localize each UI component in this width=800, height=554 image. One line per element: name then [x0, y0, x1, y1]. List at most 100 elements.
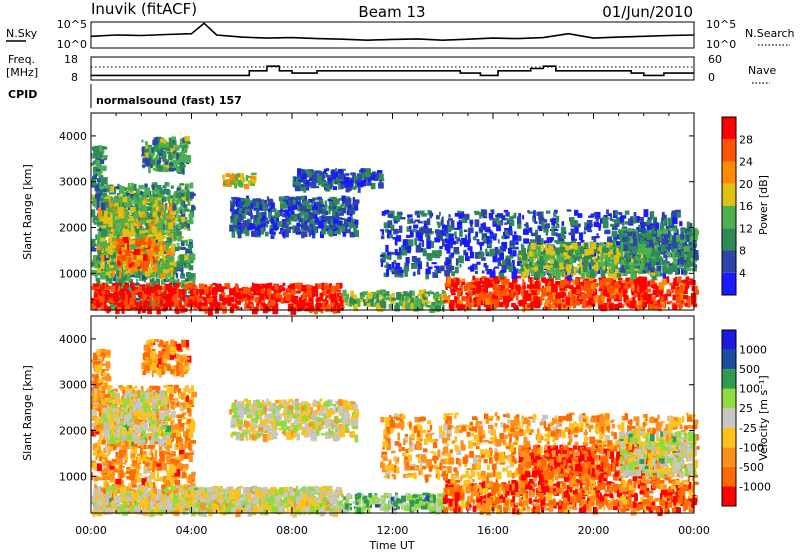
data-cell — [133, 248, 140, 255]
data-cell — [104, 195, 111, 204]
data-cell — [118, 279, 124, 286]
data-cell — [436, 231, 442, 239]
data-cell — [187, 197, 193, 201]
data-cell — [411, 256, 417, 262]
data-cell — [457, 293, 460, 301]
data-cell — [660, 295, 664, 302]
nsky-tick-bottom: 10^0 — [57, 38, 87, 51]
data-cell — [548, 291, 551, 297]
data-cell — [263, 291, 267, 297]
data-cell — [91, 209, 96, 218]
data-cell — [658, 282, 665, 290]
data-cell — [192, 301, 196, 305]
data-cell — [319, 293, 323, 301]
data-cell — [338, 217, 342, 220]
data-cell — [448, 233, 454, 241]
data-cell — [558, 303, 561, 311]
data-cell — [665, 254, 668, 263]
data-cell — [220, 302, 226, 309]
data-cell — [468, 291, 474, 294]
data-cell — [256, 301, 260, 307]
data-cell — [244, 227, 250, 235]
data-cell — [189, 260, 194, 264]
data-cell — [162, 214, 166, 221]
data-cell — [158, 142, 164, 148]
data-cell — [309, 219, 315, 228]
data-cell — [584, 227, 590, 231]
data-cell — [144, 254, 149, 262]
data-cell — [175, 191, 179, 199]
data-cell — [398, 212, 403, 215]
data-cell — [522, 282, 526, 290]
data-cell — [323, 213, 326, 217]
data-cell — [168, 145, 175, 154]
data-cell — [592, 288, 597, 297]
data-cell — [173, 204, 176, 211]
data-cell — [473, 278, 479, 283]
data-cell — [478, 227, 484, 231]
data-cell — [683, 283, 689, 289]
data-cell — [366, 303, 372, 308]
data-cell — [529, 277, 533, 285]
data-cell — [455, 258, 459, 266]
data-cell — [309, 223, 316, 227]
data-cell — [470, 222, 473, 228]
data-cell — [576, 241, 582, 248]
data-cell — [386, 262, 389, 267]
data-cell — [467, 233, 471, 241]
data-cell — [301, 218, 306, 224]
data-cell — [91, 162, 95, 166]
data-cell — [501, 235, 505, 240]
data-cell — [594, 211, 601, 219]
data-cell — [291, 302, 297, 308]
data-cell — [184, 186, 188, 191]
data-cell — [591, 301, 596, 304]
data-cell — [110, 229, 114, 233]
data-cell — [497, 239, 500, 244]
data-cell — [512, 235, 519, 241]
data-cell — [349, 231, 355, 238]
data-cell — [230, 204, 234, 212]
data-cell — [486, 229, 492, 233]
data-cell — [527, 297, 534, 300]
data-cell — [296, 201, 300, 205]
data-cell — [271, 231, 276, 235]
nave-tick-top: 60 — [708, 53, 722, 66]
data-cell — [547, 282, 551, 287]
data-cell — [179, 156, 184, 162]
data-cell — [442, 293, 447, 298]
data-cell — [176, 145, 181, 148]
data-cell — [171, 268, 177, 271]
data-cell — [417, 269, 421, 275]
data-cell — [152, 182, 156, 186]
data-cell — [457, 210, 463, 214]
data-cell — [444, 282, 451, 287]
data-cell — [504, 258, 511, 266]
data-cell — [517, 261, 523, 266]
data-cell — [130, 193, 134, 200]
data-cell — [426, 231, 429, 237]
data-cell — [304, 302, 311, 306]
data-cell — [587, 284, 592, 292]
data-cell — [224, 283, 231, 288]
data-cell — [324, 282, 328, 289]
data-cell — [482, 222, 486, 231]
data-cell — [120, 247, 125, 252]
data-cell — [123, 286, 126, 289]
data-cell — [420, 294, 423, 300]
data-cell — [184, 287, 190, 291]
data-cell — [618, 288, 622, 293]
data-cell — [276, 292, 281, 300]
data-cell — [345, 221, 352, 227]
data-cell — [181, 280, 187, 285]
data-cell — [321, 306, 327, 309]
data-cell — [453, 246, 460, 253]
data-cell — [301, 231, 305, 239]
data-cell — [157, 241, 160, 250]
data-cell — [330, 300, 335, 304]
data-cell — [208, 307, 213, 316]
data-cell — [630, 297, 634, 303]
data-cell — [476, 297, 481, 306]
data-cell — [394, 249, 398, 255]
data-cell — [276, 298, 281, 302]
